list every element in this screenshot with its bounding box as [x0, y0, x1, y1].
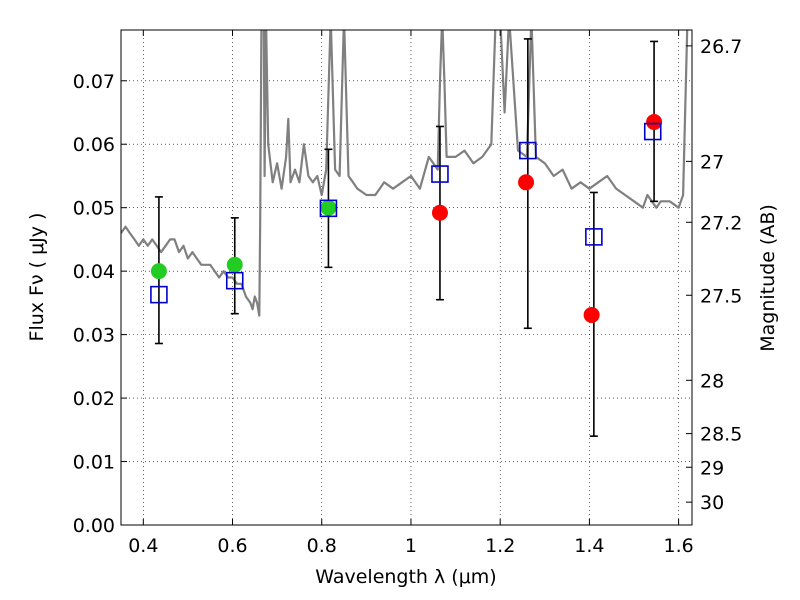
- y-axis-ticks: 0.00 0.01 0.02 0.03 0.04 0.05 0.06 0.07: [73, 71, 127, 537]
- x-axis-label: Wavelength λ (μm): [315, 566, 496, 588]
- data-point: [150, 263, 167, 280]
- data-point: [226, 256, 243, 273]
- right-axis-ticks: 26.7 27 27.2 27.5 28 28.5 29 30: [686, 36, 742, 514]
- red-points: [431, 114, 663, 323]
- x-tick-label: 1.2: [485, 535, 515, 557]
- plot-frame: [120, 29, 693, 526]
- data-point: [320, 199, 337, 216]
- x-tick-label: 0.4: [128, 535, 158, 557]
- y-tick-label: 0.03: [73, 325, 115, 347]
- y-tick-label: 0.02: [73, 388, 115, 410]
- y-tick-label: 0.06: [73, 134, 115, 156]
- data-point: [431, 204, 448, 221]
- data-point: [518, 174, 535, 191]
- x-tick-label: 1.6: [664, 535, 694, 557]
- right-tick-label: 29: [700, 457, 724, 479]
- x-tick-label: 0.6: [217, 535, 247, 557]
- model-square: [519, 141, 537, 160]
- right-tick-label: 30: [700, 492, 724, 514]
- model-square: [225, 271, 244, 290]
- x-tick-label: 1.4: [574, 535, 604, 557]
- right-tick-label: 28: [700, 370, 724, 392]
- plot-area: [121, 30, 692, 525]
- model-square: [585, 228, 603, 246]
- right-tick-label: 27: [700, 151, 724, 173]
- right-axis-label: Magnitude (AB): [757, 204, 779, 352]
- y-axis-label: Flux Fν ( μJy ): [26, 213, 48, 342]
- green-points: [150, 199, 337, 280]
- y-tick-label: 0.00: [73, 515, 115, 537]
- x-tick-label: 0.8: [307, 535, 337, 557]
- right-tick-label: 27.5: [700, 285, 742, 307]
- data-point: [583, 306, 600, 323]
- y-tick-label: 0.07: [73, 71, 115, 93]
- data-point: [646, 114, 663, 131]
- model-spectrum-line: [121, 30, 689, 317]
- grid: [121, 30, 692, 525]
- spectrum-polyline: [121, 30, 689, 317]
- y-tick-label: 0.05: [73, 198, 115, 220]
- right-tick-label: 28.5: [700, 424, 742, 446]
- x-tick-label: 1: [405, 535, 417, 557]
- model-square: [431, 165, 449, 183]
- right-tick-label: 27.2: [700, 212, 742, 234]
- y-tick-label: 0.01: [73, 452, 115, 474]
- right-tick-label: 26.7: [700, 36, 742, 58]
- model-square: [319, 199, 338, 218]
- model-square: [150, 285, 168, 304]
- y-tick-label: 0.04: [73, 261, 115, 283]
- model-square: [643, 122, 662, 141]
- model-squares: [150, 122, 662, 304]
- x-axis-ticks: 0.4 0.6 0.8 1 1.2 1.4 1.6: [128, 30, 694, 557]
